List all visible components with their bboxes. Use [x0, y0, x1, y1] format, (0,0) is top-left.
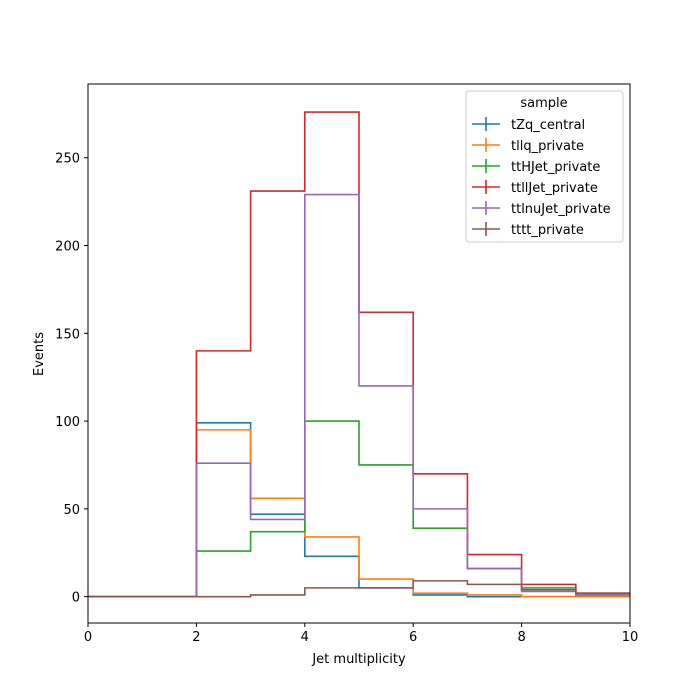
x-tick-label: 0	[84, 630, 92, 645]
y-tick-label: 200	[55, 240, 80, 255]
x-tick-label: 2	[192, 630, 200, 645]
y-tick-label: 0	[72, 591, 80, 606]
series-tttt_private	[88, 580, 630, 598]
x-tick-label: 8	[517, 630, 525, 645]
legend-entry: tZq_central	[472, 117, 585, 133]
legend-entry: ttllJet_private	[472, 180, 598, 196]
y-tick-label: 50	[63, 503, 80, 518]
series-line	[88, 193, 630, 598]
legend-label: ttlnuJet_private	[511, 202, 611, 217]
legend-entries: tZq_central tllq_private ttHJet_privatettl…	[472, 117, 611, 238]
legend-entry: tllq_private	[472, 138, 584, 154]
y-tick-label: 150	[55, 327, 80, 342]
series-layer	[88, 111, 630, 598]
plot-frame	[87, 83, 631, 624]
legend-entry: tttt_private	[472, 222, 584, 238]
series-line	[88, 580, 630, 598]
x-tick-label: 10	[622, 630, 639, 645]
legend-title: sample	[520, 96, 567, 111]
legend-label: ttllJet_private	[511, 181, 598, 196]
x-axis: 0 2 4 6 8 10	[84, 623, 638, 645]
legend-label: ttHJet_private	[511, 160, 600, 175]
y-tick-label: 250	[55, 152, 80, 167]
y-axis-label: Events	[32, 332, 47, 376]
x-tick-label: 6	[409, 630, 417, 645]
x-axis-label: Jet multiplicity	[311, 652, 406, 667]
series-ttlnuJet_private	[88, 193, 630, 598]
legend-entry: ttlnuJet_private	[472, 201, 611, 217]
legend-box	[465, 90, 624, 243]
y-axis: 0 50 100 150 200 250	[55, 152, 88, 606]
legend: sample tZq_central tllq_private ttHJet_pri…	[465, 90, 624, 243]
legend-label: tZq_central	[511, 118, 585, 133]
y-tick-label: 100	[55, 415, 80, 430]
x-tick-label: 4	[301, 630, 309, 645]
legend-entry: ttHJet_private	[472, 159, 600, 175]
legend-label: tttt_private	[511, 223, 584, 238]
legend-label: tllq_private	[511, 139, 584, 154]
